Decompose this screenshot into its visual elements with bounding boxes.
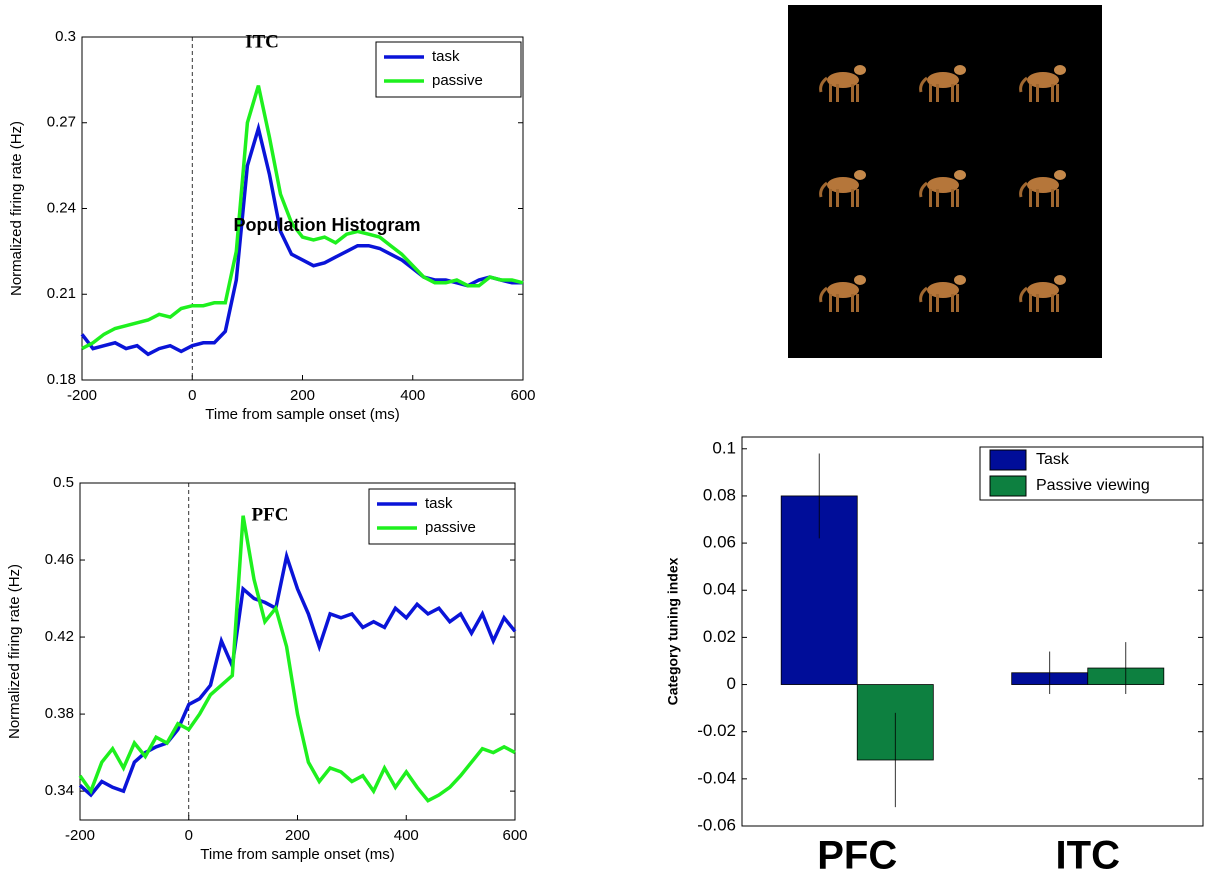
y-tick-label: -0.06	[697, 815, 736, 834]
legend-box	[375, 41, 522, 98]
y-tick-label: 0.42	[45, 628, 74, 645]
line-series	[78, 515, 516, 803]
y-tick-label: 0.04	[703, 580, 736, 599]
stimulus-image	[788, 5, 1102, 358]
line-series	[78, 549, 517, 798]
chart-title: ITC	[245, 31, 279, 52]
line-series	[81, 85, 524, 351]
y-axis-label: Normalized firing rate (Hz)	[8, 121, 25, 296]
annotation: Population Histogram	[233, 215, 420, 235]
plot-frame	[741, 436, 1204, 827]
x-tick-label: 600	[502, 827, 527, 844]
y-tick-label: 0	[727, 674, 736, 693]
y-tick-label: 0.1	[712, 438, 736, 457]
legend-label: passive	[432, 72, 483, 89]
y-tick-label: 0.5	[53, 474, 74, 491]
legend-swatch	[989, 449, 1027, 471]
legend-label: Passive viewing	[1036, 477, 1150, 494]
y-tick-label: 0.21	[47, 285, 76, 302]
y-tick-label: 0.24	[47, 199, 76, 216]
y-tick-label: 0.02	[703, 627, 736, 646]
x-tick-label: 600	[510, 387, 535, 404]
x-axis-label: Time from sample onset (ms)	[200, 846, 394, 863]
legend-swatch	[989, 475, 1027, 497]
chart-title: PFC	[252, 504, 289, 525]
y-tick-label: 0.27	[47, 114, 76, 131]
y-tick-label: 0.18	[47, 371, 76, 388]
y-tick-label: -0.02	[697, 721, 736, 740]
legend-label: task	[432, 48, 460, 65]
x-tick-label: -200	[67, 387, 97, 404]
x-tick-label: 0	[188, 387, 196, 404]
x-tick-label: 200	[290, 387, 315, 404]
y-tick-label: 0.08	[703, 485, 736, 504]
legend-label: Task	[1036, 451, 1070, 468]
legend-label: task	[425, 495, 453, 512]
x-tick-label: ITC	[1056, 834, 1120, 878]
x-tick-label: 400	[400, 387, 425, 404]
x-tick-label: PFC	[817, 834, 897, 878]
x-tick-label: -200	[65, 827, 95, 844]
y-axis-label: Category tuning index	[665, 557, 681, 705]
x-tick-label: 400	[394, 827, 419, 844]
x-tick-label: 200	[285, 827, 310, 844]
legend-box	[368, 488, 516, 545]
x-tick-label: 0	[185, 827, 193, 844]
legend-label: passive	[425, 519, 476, 536]
y-tick-label: 0.06	[703, 533, 736, 552]
y-tick-label: 0.3	[55, 28, 76, 45]
y-tick-label: -0.04	[697, 768, 736, 787]
x-axis-label: Time from sample onset (ms)	[205, 406, 399, 423]
y-tick-label: 0.46	[45, 551, 74, 568]
y-tick-label: 0.38	[45, 705, 74, 722]
y-axis-label: Normalized firing rate (Hz)	[6, 564, 23, 739]
y-tick-label: 0.34	[45, 782, 74, 799]
